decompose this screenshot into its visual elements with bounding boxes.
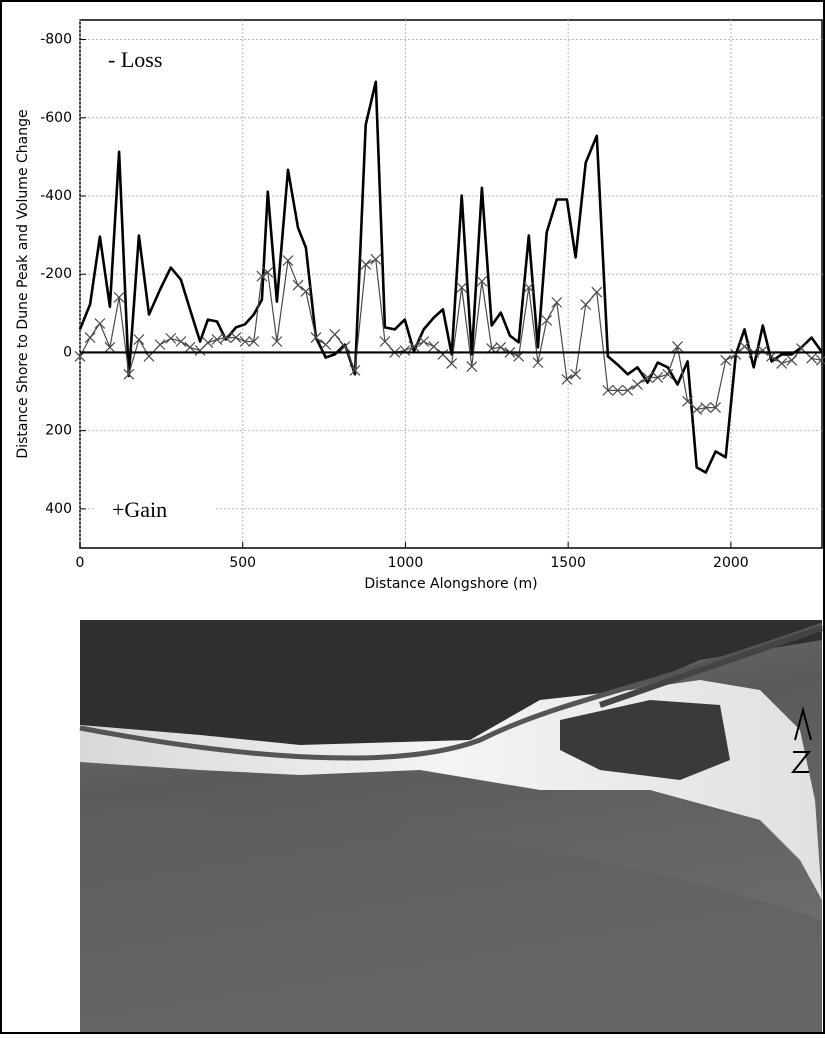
x-tick-label: 0 [76, 555, 85, 571]
road [79, 622, 823, 761]
annotation-box [95, 494, 215, 528]
point-marker [262, 266, 274, 278]
point-marker [532, 357, 544, 369]
point-marker [320, 339, 332, 351]
x-axis-title: Distance Alongshore (m) [364, 576, 537, 592]
point-marker [446, 357, 458, 369]
point-marker [561, 374, 573, 385]
point-marker [476, 275, 488, 287]
point-marker [612, 384, 624, 396]
point-marker [551, 296, 563, 308]
point-marker [339, 341, 351, 353]
y-tick-label: -200 [40, 266, 72, 282]
y-tick-label: 200 [45, 423, 72, 439]
point-marker [710, 402, 722, 414]
point-marker [456, 282, 468, 293]
point-marker [418, 336, 430, 347]
point-marker [133, 334, 145, 345]
x-tick-label: 1500 [550, 555, 586, 571]
point-marker [757, 345, 769, 356]
y-tick-label: -400 [40, 188, 72, 204]
vegetation [560, 700, 730, 780]
point-marker [256, 270, 268, 282]
point-marker [523, 282, 535, 293]
point-marker [292, 279, 304, 291]
point-marker [786, 354, 798, 366]
point-marker [466, 361, 478, 372]
point-marker [84, 332, 96, 344]
point-marker [349, 365, 361, 376]
bridge [599, 625, 823, 708]
point-marker [806, 352, 818, 364]
land [80, 620, 822, 745]
annotation-box [95, 44, 215, 78]
x-tick-label: 500 [229, 555, 256, 571]
point-marker [282, 255, 294, 266]
point-marker [310, 332, 322, 344]
point-marker [570, 368, 582, 380]
annotation: - Loss [108, 47, 162, 72]
point-marker [720, 354, 732, 366]
x-tick-label: 2000 [713, 555, 749, 571]
point-marker [202, 337, 214, 349]
point-marker [730, 348, 742, 360]
point-marker [271, 336, 283, 347]
point-marker [165, 332, 177, 344]
point-marker [94, 318, 106, 329]
point-marker [739, 341, 750, 353]
point-marker [184, 341, 196, 353]
point-marker [408, 341, 420, 353]
point-marker [220, 332, 232, 344]
north-arrow [790, 706, 812, 773]
point-marker [248, 336, 260, 347]
point-marker [776, 357, 788, 369]
point-marker [602, 384, 614, 396]
point-marker [700, 402, 712, 414]
point-marker [123, 368, 135, 380]
point-marker [428, 341, 440, 353]
y-axis-title: Distance Shore to Dune Peak and Volume C… [15, 109, 31, 458]
point-marker [211, 334, 223, 345]
point-marker [672, 341, 683, 353]
point-marker [399, 345, 411, 356]
point-marker [682, 395, 694, 407]
y-tick-label: 0 [63, 344, 72, 360]
point-marker [580, 299, 592, 311]
point-marker [300, 286, 312, 297]
deep-water [80, 800, 822, 1032]
point-marker [642, 372, 653, 383]
point-marker [379, 336, 391, 347]
point-marker [437, 348, 449, 360]
y-tick-label: -800 [40, 32, 72, 48]
point-marker [239, 336, 251, 347]
point-marker [329, 329, 341, 340]
point-marker [632, 379, 643, 390]
y-tick-label: -600 [40, 110, 72, 126]
point-marker [691, 404, 703, 415]
point-marker [113, 291, 125, 303]
point-marker [622, 384, 634, 396]
aerial-photo [79, 620, 823, 1032]
point-marker [360, 259, 372, 270]
point-marker [591, 286, 603, 298]
point-marker [541, 314, 553, 326]
point-marker [370, 253, 382, 265]
point-marker [230, 332, 242, 344]
x-tick-label: 1000 [388, 555, 424, 571]
point-marker [175, 336, 187, 347]
plot-frame [79, 19, 823, 549]
point-marker [652, 372, 664, 383]
annotation: +Gain [112, 497, 167, 522]
y-tick-label: 400 [45, 501, 72, 517]
point-marker [662, 368, 674, 380]
point-marker [495, 341, 507, 353]
series-line [78, 80, 823, 474]
point-marker [154, 339, 166, 351]
point-marker [104, 341, 116, 353]
